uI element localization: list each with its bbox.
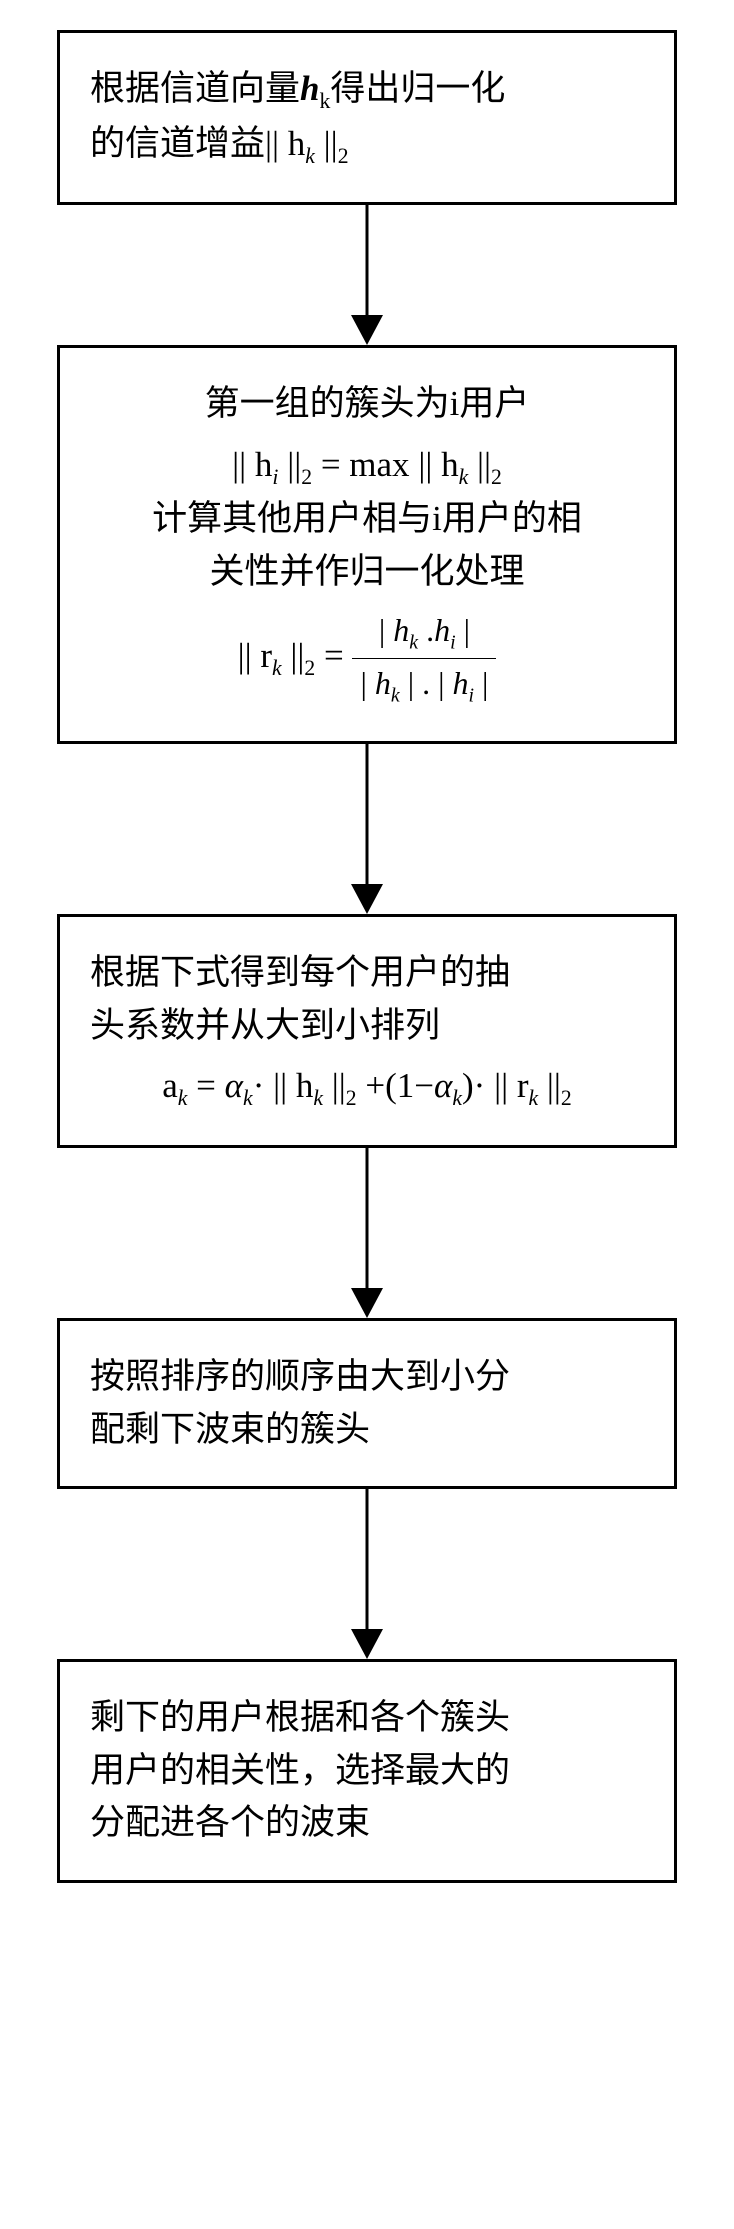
b2d-as: k <box>391 685 400 707</box>
box1-l2-os: 2 <box>338 144 349 168</box>
box1-l1-var: h <box>300 69 319 108</box>
box2-l4: 关性并作归一化处理 <box>90 546 644 599</box>
flow-box-5: 剩下的用户根据和各个簇头 用户的相关性，选择最大的 分配进各个的波束 <box>57 1659 677 1883</box>
b2n-bs: i <box>450 632 456 654</box>
arrow-svg-4 <box>347 1489 387 1659</box>
box1-l1-pre: 根据信道向量 <box>90 69 300 108</box>
flowchart-container: 根据信道向量hk得出归一化 的信道增益|| hk ||2 第一组的簇头为i用户 … <box>0 0 734 1923</box>
b3-t1s: k <box>313 1086 323 1110</box>
b2n-bv: h <box>434 612 450 648</box>
box2-l2: || hi ||2 = max || hk ||2 <box>90 439 644 494</box>
b3-t2v: r <box>517 1066 529 1105</box>
flow-box-4: 按照排序的顺序由大到小分 配剩下波束的簇头 <box>57 1318 677 1489</box>
arrow-svg-3 <box>347 1148 387 1318</box>
box4-l1: 按照排序的顺序由大到小分 <box>90 1351 644 1404</box>
box5-l2: 用户的相关性，选择最大的 <box>90 1745 644 1798</box>
b2d-av: h <box>375 665 391 701</box>
b3-ls: k <box>178 1086 188 1110</box>
b3-t2o: 2 <box>561 1086 572 1110</box>
box1-l2-pre: 的信道增益 <box>90 124 265 163</box>
arrow-svg-2 <box>347 744 387 914</box>
box1-l2-sub: k <box>305 144 315 168</box>
arrow-svg-1 <box>347 205 387 345</box>
b3-lv: a <box>162 1066 178 1105</box>
b2f-los: 2 <box>301 465 312 489</box>
b2f-lv: h <box>255 445 273 484</box>
b2n-as: k <box>409 632 418 654</box>
b3-t1o: 2 <box>346 1086 357 1110</box>
b3-as2: k <box>452 1086 462 1110</box>
box1-l1-post: 得出归一化 <box>330 69 505 108</box>
b2f-ros: 2 <box>491 465 502 489</box>
b2r-lv: r <box>260 636 272 675</box>
arrow-2 <box>347 744 387 914</box>
arrow-1 <box>347 205 387 345</box>
box1-line2: 的信道增益|| hk ||2 <box>90 118 644 173</box>
box2-l1: 第一组的簇头为i用户 <box>90 378 644 431</box>
box3-l2: 头系数并从大到小排列 <box>90 1000 644 1053</box>
b2f-rv: h <box>441 445 459 484</box>
box2-l5: || rk ||2 = | hk .hi | | hk | . | hi | <box>90 606 644 711</box>
box5-l3: 分配进各个的波束 <box>90 1797 644 1850</box>
b2d-bs: i <box>469 685 475 707</box>
b2f-rs: k <box>459 465 469 489</box>
box3-l3: ak = αk· || hk ||2 +(1−αk)· || rk ||2 <box>90 1060 644 1115</box>
flow-box-3: 根据下式得到每个用户的抽 头系数并从大到小排列 ak = αk· || hk |… <box>57 914 677 1148</box>
arrow-3 <box>347 1148 387 1318</box>
b3-av2: α <box>434 1066 452 1105</box>
b2r-ls: k <box>272 656 282 680</box>
box5-l1: 剩下的用户根据和各个簇头 <box>90 1692 644 1745</box>
flow-box-1: 根据信道向量hk得出归一化 的信道增益|| hk ||2 <box>57 30 677 205</box>
b2f-op: = max <box>321 445 410 484</box>
b2n-av: h <box>393 612 409 648</box>
flow-box-2: 第一组的簇头为i用户 || hi ||2 = max || hk ||2 计算其… <box>57 345 677 744</box>
box4-l2: 配剩下波束的簇头 <box>90 1404 644 1457</box>
b3-as: k <box>243 1086 253 1110</box>
b3-t1v: h <box>296 1066 314 1105</box>
b2r-los: 2 <box>304 656 315 680</box>
box1-l2-var: h <box>288 124 306 163</box>
box3-l1: 根据下式得到每个用户的抽 <box>90 947 644 1000</box>
b3-t2s: k <box>529 1086 539 1110</box>
arrow-4 <box>347 1489 387 1659</box>
b3-av: α <box>225 1066 243 1105</box>
b2d-bv: h <box>453 665 469 701</box>
box1-l1-sub: k <box>319 89 330 113</box>
box2-l3: 计算其他用户相与i用户的相 <box>90 493 644 546</box>
box1-line1: 根据信道向量hk得出归一化 <box>90 63 644 118</box>
b2f-ls: i <box>272 465 278 489</box>
